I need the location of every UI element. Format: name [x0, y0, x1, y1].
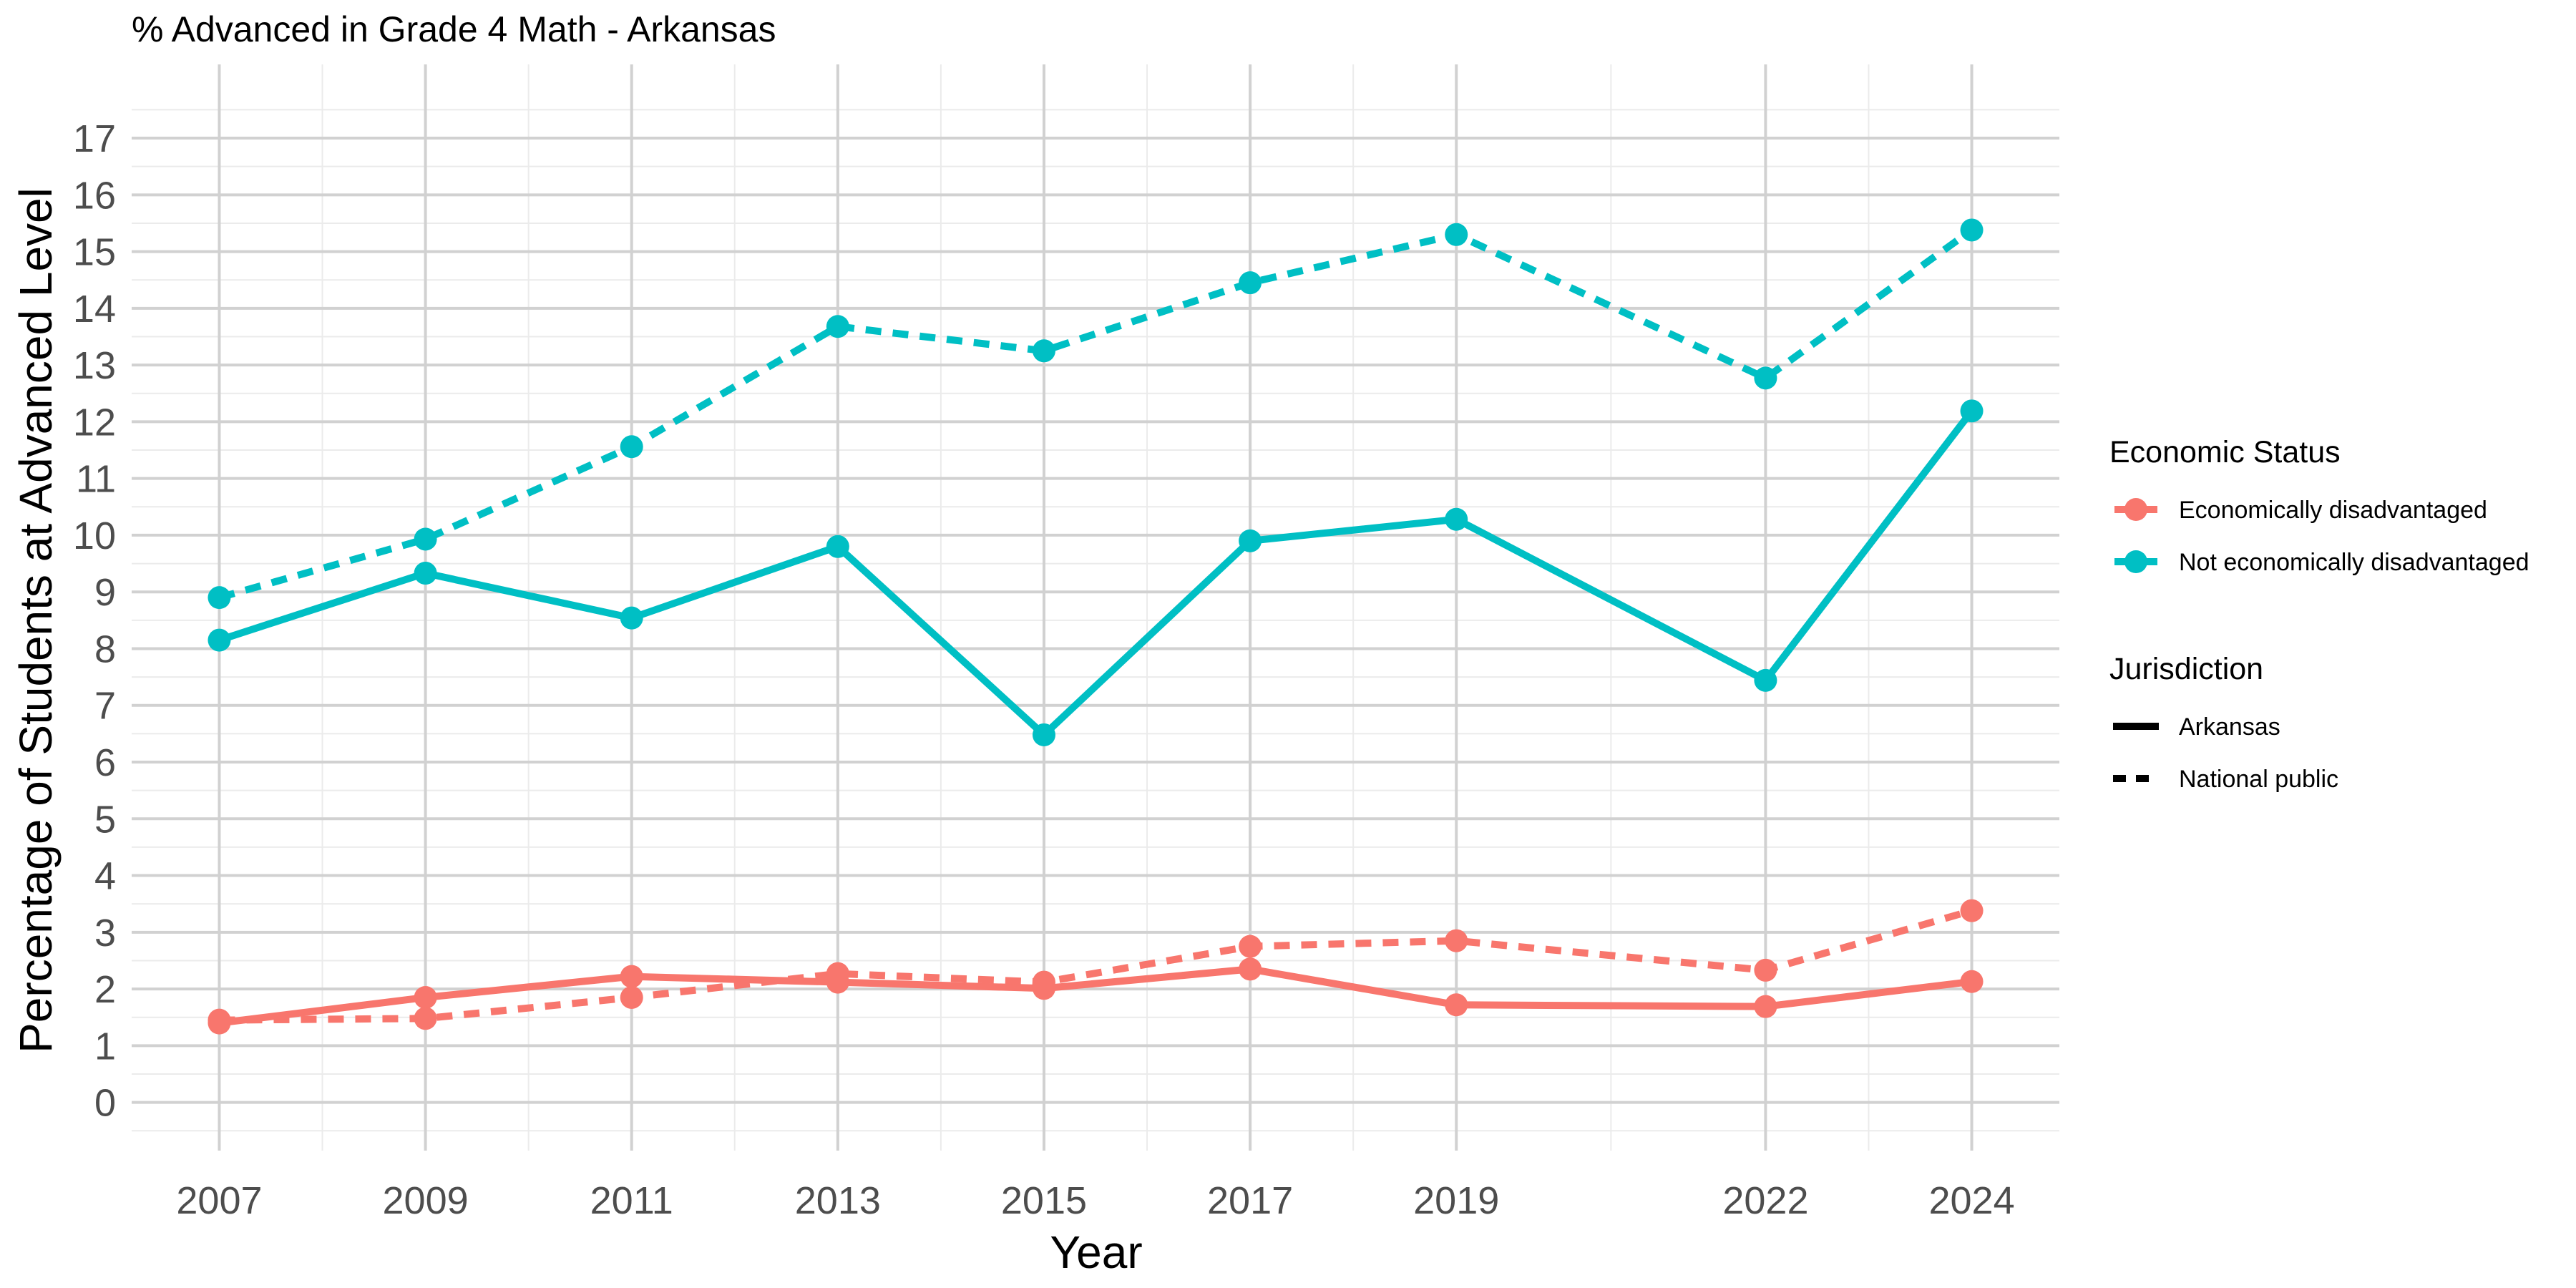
y-tick-label: 11 — [76, 458, 116, 501]
y-tick-label: 2 — [94, 968, 116, 1011]
data-point-economically-disadvantaged-national-public-2011 — [620, 985, 643, 1009]
x-tick-label: 2013 — [795, 1179, 881, 1222]
y-tick-label: 13 — [73, 344, 116, 387]
y-tick-label: 7 — [94, 685, 116, 728]
data-point-economically-disadvantaged-national-public-2019 — [1445, 929, 1468, 952]
legend-color-keys — [2114, 498, 2157, 573]
x-tick-label: 2007 — [176, 1179, 262, 1222]
data-point-economically-disadvantaged-national-public-2017 — [1239, 935, 1262, 958]
x-axis-ticks: 2007 2009 2011 2013 2015 2017 2019 2022 2024 — [176, 1179, 2014, 1222]
x-tick-label: 2024 — [1928, 1179, 2014, 1222]
data-point-economically-disadvantaged-national-public-2022 — [1754, 958, 1777, 982]
series-not-economically-disadvantaged-arkansas — [208, 399, 1984, 746]
data-point-economically-disadvantaged-arkansas-2022 — [1754, 995, 1777, 1018]
series-line-economically-disadvantaged-arkansas — [218, 965, 1973, 1027]
data-point-not-economically-disadvantaged-arkansas-2009 — [414, 562, 437, 585]
y-tick-label: 14 — [73, 288, 116, 331]
data-point-not-economically-disadvantaged-arkansas-2017 — [1239, 529, 1262, 552]
legend-title-jurisdiction: Jurisdiction — [2109, 652, 2263, 686]
series-line-not-economically-disadvantaged-arkansas — [218, 409, 1975, 738]
data-point-economically-disadvantaged-arkansas-2019 — [1445, 993, 1468, 1017]
data-point-not-economically-disadvantaged-arkansas-2022 — [1754, 668, 1777, 692]
y-tick-label: 4 — [94, 855, 116, 898]
data-point-not-economically-disadvantaged-national-public-2017 — [1239, 271, 1262, 295]
x-tick-label: 2009 — [383, 1179, 469, 1222]
y-tick-label: 10 — [73, 514, 116, 557]
series-line-not-economically-disadvantaged-national-public — [218, 227, 1974, 601]
data-point-economically-disadvantaged-national-public-2007 — [208, 1008, 231, 1032]
legend-label-not-economically-disadvantaged: Not economically disadvantaged — [2179, 549, 2529, 576]
legend-linetype-keys — [2113, 723, 2159, 782]
legend-label-national-public: National public — [2179, 766, 2338, 793]
x-tick-label: 2015 — [1001, 1179, 1087, 1222]
legend: Economic Status Economically disadvantag… — [2109, 435, 2529, 793]
y-tick-label: 9 — [94, 571, 116, 614]
y-tick-label: 8 — [94, 628, 116, 670]
y-tick-label: 15 — [73, 231, 116, 274]
data-point-economically-disadvantaged-national-public-2013 — [826, 962, 849, 985]
data-point-not-economically-disadvantaged-national-public-2009 — [414, 527, 437, 551]
data-point-economically-disadvantaged-national-public-2015 — [1032, 970, 1055, 994]
y-tick-label: 5 — [94, 798, 116, 841]
y-tick-label: 6 — [94, 741, 116, 784]
data-point-economically-disadvantaged-arkansas-2009 — [414, 985, 437, 1009]
data-point-economically-disadvantaged-national-public-2024 — [1960, 899, 1984, 922]
x-tick-label: 2019 — [1413, 1179, 1499, 1222]
major-gridlines — [132, 64, 2059, 1151]
x-tick-label: 2022 — [1722, 1179, 1808, 1222]
series-economically-disadvantaged-national-public — [208, 899, 1984, 1032]
data-point-not-economically-disadvantaged-arkansas-2011 — [620, 606, 643, 630]
x-tick-label: 2017 — [1207, 1179, 1293, 1222]
data-point-economically-disadvantaged-arkansas-2024 — [1960, 970, 1984, 993]
chart-title: % Advanced in Grade 4 Math - Arkansas — [132, 9, 776, 49]
y-tick-label: 1 — [94, 1025, 116, 1068]
y-tick-label: 3 — [94, 912, 116, 955]
series-layer — [208, 218, 1984, 1035]
data-point-not-economically-disadvantaged-national-public-2013 — [826, 315, 849, 338]
y-tick-label: 17 — [73, 117, 116, 160]
data-point-not-economically-disadvantaged-national-public-2007 — [208, 586, 231, 610]
x-axis-title: Year — [1050, 1226, 1142, 1278]
legend-title-economic-status: Economic Status — [2109, 435, 2341, 469]
data-point-not-economically-disadvantaged-national-public-2011 — [620, 435, 643, 459]
data-point-economically-disadvantaged-arkansas-2011 — [620, 965, 643, 988]
y-tick-label: 0 — [94, 1082, 116, 1125]
minor-gridlines — [132, 64, 2059, 1151]
x-tick-label: 2011 — [590, 1179, 673, 1222]
data-point-not-economically-disadvantaged-national-public-2019 — [1445, 223, 1468, 246]
y-tick-label: 12 — [73, 401, 116, 444]
data-point-not-economically-disadvantaged-national-public-2022 — [1754, 366, 1777, 390]
data-point-economically-disadvantaged-national-public-2009 — [414, 1007, 437, 1030]
series-not-economically-disadvantaged-national-public — [208, 218, 1984, 610]
data-point-not-economically-disadvantaged-arkansas-2024 — [1960, 399, 1984, 423]
y-tick-label: 16 — [73, 174, 116, 217]
data-point-not-economically-disadvantaged-arkansas-2019 — [1445, 507, 1468, 531]
data-point-not-economically-disadvantaged-arkansas-2013 — [826, 535, 849, 558]
legend-label-arkansas: Arkansas — [2179, 713, 2280, 741]
data-point-not-economically-disadvantaged-arkansas-2015 — [1032, 723, 1055, 746]
legend-key-point-economically-disadvantaged — [2124, 498, 2147, 521]
data-point-not-economically-disadvantaged-national-public-2024 — [1960, 218, 1984, 242]
data-point-not-economically-disadvantaged-national-public-2015 — [1032, 339, 1055, 363]
data-point-economically-disadvantaged-arkansas-2017 — [1239, 957, 1262, 981]
legend-key-point-not-economically-disadvantaged — [2124, 550, 2147, 573]
legend-label-economically-disadvantaged: Economically disadvantaged — [2179, 497, 2487, 524]
data-point-not-economically-disadvantaged-arkansas-2007 — [208, 628, 231, 652]
y-axis-title: Percentage of Students at Advanced Level — [10, 187, 62, 1053]
